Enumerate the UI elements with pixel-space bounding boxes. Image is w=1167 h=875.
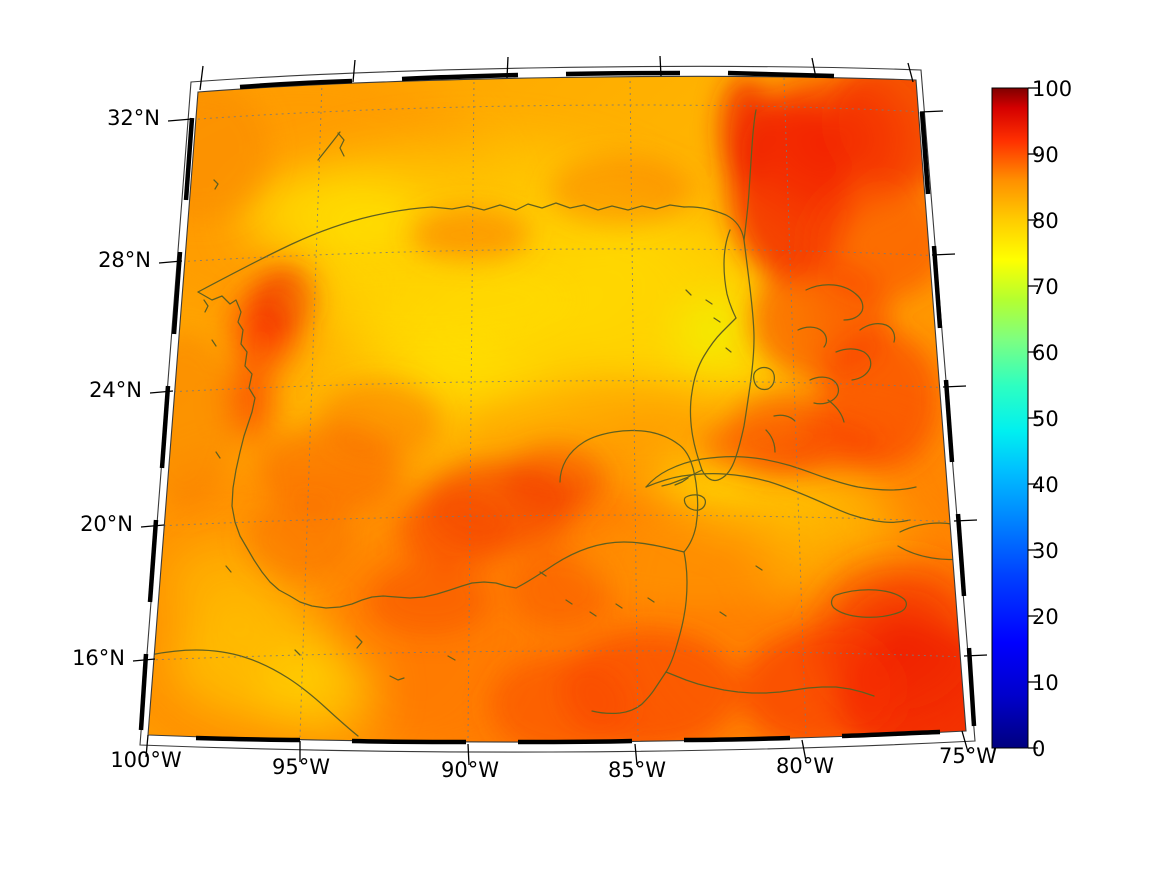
colorbar-tick-label-60: 60 bbox=[1032, 341, 1059, 365]
colorbar-tick-label-20: 20 bbox=[1032, 605, 1059, 629]
colorbar-tick-label-40: 40 bbox=[1032, 473, 1059, 497]
xtick-label-90W: 90°W bbox=[441, 758, 499, 782]
xtick-label-100W: 100°W bbox=[110, 748, 182, 772]
colorbar-tick-label-70: 70 bbox=[1032, 275, 1059, 299]
colorbar-tick-label-100: 100 bbox=[1032, 77, 1073, 101]
colorbar-tick-label-50: 50 bbox=[1032, 407, 1059, 431]
xtick-label-95W: 95°W bbox=[272, 755, 330, 779]
coastlines bbox=[149, 109, 966, 737]
gridlines bbox=[149, 76, 966, 741]
ytick-label-16N: 16°N bbox=[72, 646, 125, 670]
map-frame bbox=[132, 55, 988, 766]
colorbar-tick-label-30: 30 bbox=[1032, 539, 1059, 563]
colorbar-tick-label-80: 80 bbox=[1032, 209, 1059, 233]
colorbar-tick-label-10: 10 bbox=[1032, 671, 1059, 695]
colorbar-tick-label-0: 0 bbox=[1032, 737, 1046, 761]
colorbar-tick-label-90: 90 bbox=[1032, 143, 1059, 167]
colorbar-gradient bbox=[992, 88, 1028, 748]
colorbar-svg[interactable] bbox=[960, 50, 1100, 770]
ytick-label-28N: 28°N bbox=[98, 248, 151, 272]
ytick-label-20N: 20°N bbox=[80, 512, 133, 536]
ytick-label-32N: 32°N bbox=[107, 106, 160, 130]
colorbar-ticks bbox=[1028, 87, 1038, 749]
xtick-label-85W: 85°W bbox=[608, 758, 666, 782]
ytick-label-24N: 24°N bbox=[89, 378, 142, 402]
heatmap-field bbox=[148, 76, 966, 743]
xtick-label-75W: 75°W bbox=[939, 744, 997, 768]
xtick-label-80W: 80°W bbox=[776, 754, 834, 778]
